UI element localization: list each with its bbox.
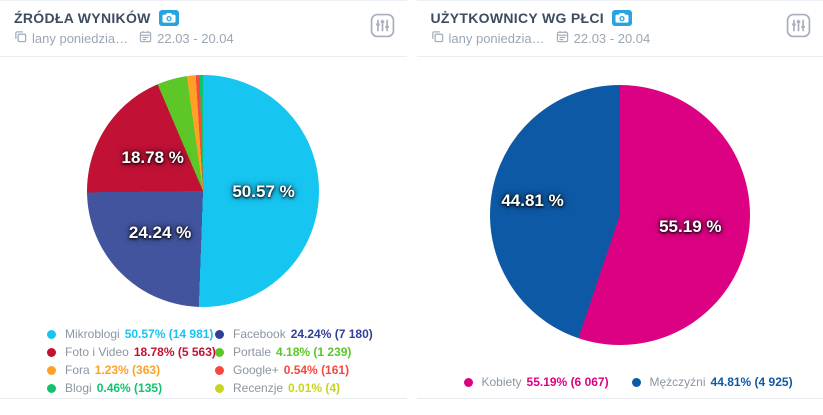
date-range: 22.03 - 20.04 bbox=[157, 30, 234, 46]
calendar-icon bbox=[556, 30, 569, 46]
legend-dot bbox=[215, 384, 224, 393]
legend-label: Recenzje bbox=[233, 381, 284, 395]
copy-icon bbox=[431, 30, 444, 46]
project-name: lany poniedzia… bbox=[32, 30, 129, 46]
legend-label: Portale bbox=[233, 345, 272, 359]
legend-item[interactable]: Mężczyźni 44.81% (4 925) bbox=[631, 375, 823, 390]
date-range: 22.03 - 20.04 bbox=[573, 30, 651, 46]
card-header: ŹRÓDŁA WYNIKÓW bbox=[0, 1, 407, 57]
legend-value: 0.01% (4) bbox=[288, 381, 341, 395]
sliders-icon[interactable] bbox=[370, 13, 395, 38]
calendar-icon bbox=[139, 30, 152, 46]
card-header: UŻYTKOWNICY WG PŁCI bbox=[416, 1, 823, 57]
legend-label: Kobiety bbox=[481, 375, 522, 389]
legend-item[interactable]: Google+ 0.54% (161) bbox=[215, 363, 407, 378]
legend-label: Mikroblogi bbox=[65, 327, 120, 341]
legend-value: 0.54% (161) bbox=[283, 363, 350, 377]
pie-slice-label: 55.19 % bbox=[659, 216, 722, 236]
legend-dot bbox=[215, 366, 224, 375]
divider bbox=[0, 398, 407, 399]
legend-value: 24.24% (7 180) bbox=[290, 327, 373, 341]
legend-item[interactable]: Mikroblogi 50.57% (14 981) bbox=[47, 327, 215, 342]
legend-item[interactable]: Fora 1.23% (363) bbox=[47, 363, 215, 378]
page-title: UŻYTKOWNICY WG PŁCI bbox=[430, 10, 604, 26]
legend-dot bbox=[215, 348, 224, 357]
project-name: lany poniedzia… bbox=[448, 30, 545, 46]
legend-label: Blogi bbox=[65, 381, 92, 395]
legend-item[interactable]: Blogi 0.46% (135) bbox=[47, 381, 215, 396]
pie[interactable]: 55.19 % 44.81 % bbox=[489, 85, 750, 345]
legend-dot bbox=[463, 378, 473, 387]
legend-value: 1.23% (363) bbox=[94, 363, 161, 377]
sliders-icon[interactable] bbox=[786, 13, 811, 38]
header-left: UŻYTKOWNICY WG PŁCI bbox=[430, 10, 651, 46]
legend-dot bbox=[631, 378, 641, 387]
legend-label: Mężczyźni bbox=[649, 375, 706, 389]
legend-value: 44.81% (4 925) bbox=[710, 375, 793, 389]
legend-label: Fora bbox=[65, 363, 90, 377]
legend-dot bbox=[47, 366, 56, 375]
legend-dot bbox=[47, 330, 56, 339]
legend-value: 4.18% (1 239) bbox=[276, 345, 352, 359]
header-left: ŹRÓDŁA WYNIKÓW bbox=[14, 10, 234, 46]
legend-item[interactable]: Recenzje 0.01% (4) bbox=[215, 381, 407, 396]
pie[interactable]: 50.57 % 24.24 % 18.78 % bbox=[87, 75, 320, 307]
page-title: ŹRÓDŁA WYNIKÓW bbox=[14, 10, 151, 26]
legend-dot bbox=[47, 348, 56, 357]
legend: Kobiety 55.19% (6 067) Mężczyźni 44.81% (4 … bbox=[417, 375, 823, 390]
legend-label: Google+ bbox=[233, 363, 279, 377]
legend-item[interactable]: Portale 4.18% (1 239) bbox=[215, 345, 407, 360]
legend-label: Facebook bbox=[233, 327, 286, 341]
pie-slice-label: 50.57 % bbox=[232, 182, 295, 202]
legend: Mikroblogi 50.57% (14 981) Facebook 24.24% … bbox=[0, 327, 407, 396]
legend-value: 50.57% (14 981) bbox=[124, 327, 214, 341]
card-sources: ŹRÓDŁA WYNIKÓW bbox=[0, 0, 407, 415]
card-gender: UŻYTKOWNICY WG PŁCI bbox=[416, 0, 823, 415]
camera-icon[interactable] bbox=[158, 10, 179, 26]
legend-item[interactable]: Facebook 24.24% (7 180) bbox=[215, 327, 407, 342]
legend-dot bbox=[47, 384, 56, 393]
legend-value: 55.19% (6 067) bbox=[526, 375, 609, 389]
legend-label: Foto i Video bbox=[65, 345, 129, 359]
legend-item[interactable]: Foto i Video 18.78% (5 563) bbox=[47, 345, 216, 360]
gender-pie-chart[interactable]: 55.19 % 44.81 % bbox=[417, 57, 823, 373]
legend-value: 0.46% (135) bbox=[96, 381, 163, 395]
divider bbox=[416, 398, 823, 399]
copy-icon bbox=[14, 30, 27, 46]
pie-slice-label: 44.81 % bbox=[501, 190, 564, 210]
legend-item[interactable]: Kobiety 55.19% (6 067) bbox=[463, 375, 632, 390]
pie-slice-label: 18.78 % bbox=[121, 148, 184, 168]
legend-value: 18.78% (5 563) bbox=[133, 345, 216, 359]
sources-pie-chart[interactable]: 50.57 % 24.24 % 18.78 % bbox=[0, 57, 407, 325]
camera-icon[interactable] bbox=[611, 10, 632, 26]
legend-dot bbox=[215, 330, 224, 339]
pie-slice-label: 24.24 % bbox=[128, 223, 192, 243]
